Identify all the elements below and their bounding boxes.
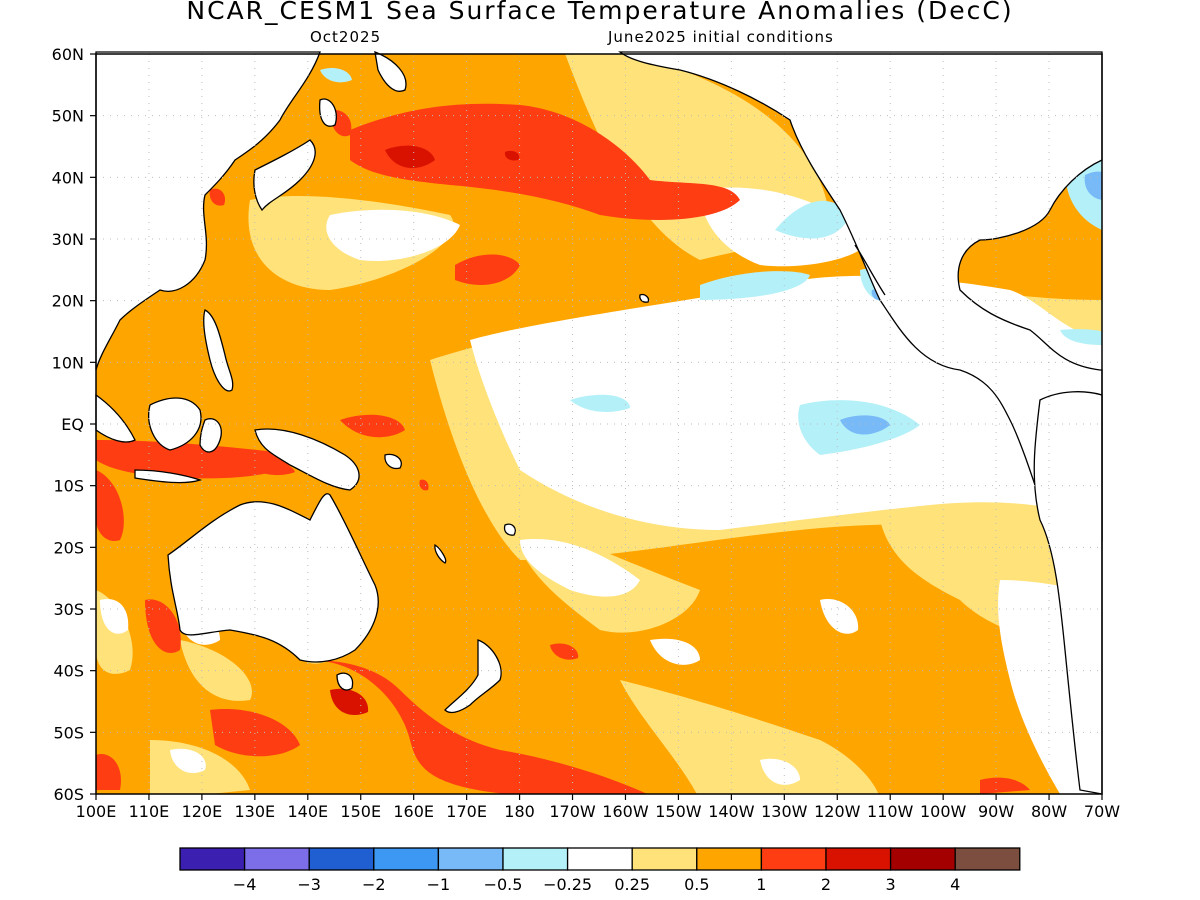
lat-tick-label: 50S [53,723,84,742]
lat-tick-label: 40N [52,168,84,187]
land-sumatra [95,393,136,443]
land-hokkaido [319,98,337,127]
lat-tick-label: 30S [53,600,84,619]
landmasses [95,50,1103,795]
colorbar-swatch [179,847,246,871]
colorbar: −4 −3 −2 −1 −0.5 −0.25 0.25 0.5 1 2 3 4 [179,847,1021,894]
land-solomons [384,453,402,470]
lat-tick-label: EQ [61,415,84,434]
forecast-month: Oct2025 [310,28,382,46]
lat-tick-label: 10S [53,477,84,496]
map-axes: 100E 110E 120E 130E 140E 150E 160E 170E 180 170W 1… [52,45,1121,821]
colorbar-swatch [954,847,1021,871]
colorbar-tick-label: 0.25 [614,875,650,894]
lon-tick-label: 170W [549,802,596,821]
lat-tick-label: 60S [53,785,84,804]
lon-tick-label: 160W [602,802,649,821]
colorbar-swatch [437,847,504,871]
lon-tick-label: 130E [235,802,276,821]
colorbar-tick-label: −1 [427,875,451,894]
colorbar-tick-label: −2 [362,875,386,894]
colorbar-swatch [373,847,440,871]
lon-tick-label: 170E [446,802,487,821]
land-asia [95,51,321,371]
land-kamchatka [374,50,407,92]
anomaly-warm-strong [96,103,1030,794]
colorbar-tick-label: 3 [886,875,896,894]
colorbar-swatch [760,847,827,871]
land-philippines [203,309,234,392]
lon-tick-label: 130W [761,802,808,821]
anomaly-warm-veryStrong [330,145,520,716]
lon-tick-label: 150W [655,802,702,821]
lon-tick-label: 120W [814,802,861,821]
lon-tick-label: 140W [708,802,755,821]
map-gridlines [96,54,1102,794]
lat-tick-label: 10N [52,353,84,372]
colorbar-swatch [566,847,633,871]
land-borneo [148,397,202,451]
colorbar-tick-label: −0.5 [484,875,523,894]
colorbar-tick-label: −4 [233,875,257,894]
lat-tick-label: 30N [52,230,84,249]
land-hawaii [639,293,650,303]
initial-conditions: June2025 initial conditions [608,28,834,46]
lat-tick-label: 20N [52,292,84,311]
lat-tick-label: 40S [53,662,84,681]
colorbar-swatch [631,847,698,871]
lon-tick-label: 100E [76,802,117,821]
colorbar-tick-label: 4 [950,875,960,894]
lon-tick-label: 90W [978,802,1014,821]
lon-tick-label: 120E [182,802,223,821]
lon-tick-label: 160E [393,802,434,821]
lon-tick-label: 110E [129,802,170,821]
lon-tick-label: 110W [867,802,914,821]
colorbar-swatch [825,847,892,871]
lon-tick-label: 70W [1084,802,1120,821]
land-new-guinea [254,428,360,491]
colorbar-swatch [243,847,310,871]
lat-tick-label: 20S [53,538,84,557]
land-new-caledonia [434,543,447,564]
land-new-zealand [444,639,502,714]
land-baja [854,244,886,296]
lon-tick-label: 150E [340,802,381,821]
land-japan [253,139,316,212]
colorbar-swatch [502,847,569,871]
colorbar-tick-label: 0.5 [684,875,709,894]
lon-tick-label: 140E [287,802,328,821]
chart-title: NCAR_CESM1 Sea Surface Temperature Anoma… [186,0,1014,25]
lat-tick-label: 50N [52,107,84,126]
land-sulawesi [199,418,222,453]
colorbar-swatch [889,847,956,871]
land-tasmania [336,672,354,691]
land-north-america [618,51,1103,541]
lon-tick-label: 80W [1031,802,1067,821]
lat-tick-label: 60N [52,45,84,64]
land-java [134,469,203,484]
colorbar-tick-label: 1 [756,875,766,894]
lon-tick-label: 180 [504,802,535,821]
colorbar-swatch [696,847,763,871]
land-south-america [1033,391,1103,795]
lon-tick-label: 100W [920,802,967,821]
land-australia [167,493,379,663]
colorbar-tick-label: 2 [821,875,831,894]
anomaly-coastal-spots [209,188,429,491]
colorbar-tick-label: −3 [297,875,321,894]
colorbar-tick-label: −0.25 [543,875,592,894]
land-fiji [503,523,516,536]
colorbar-swatch [308,847,375,871]
anomaly-cool-mid [840,171,1102,435]
